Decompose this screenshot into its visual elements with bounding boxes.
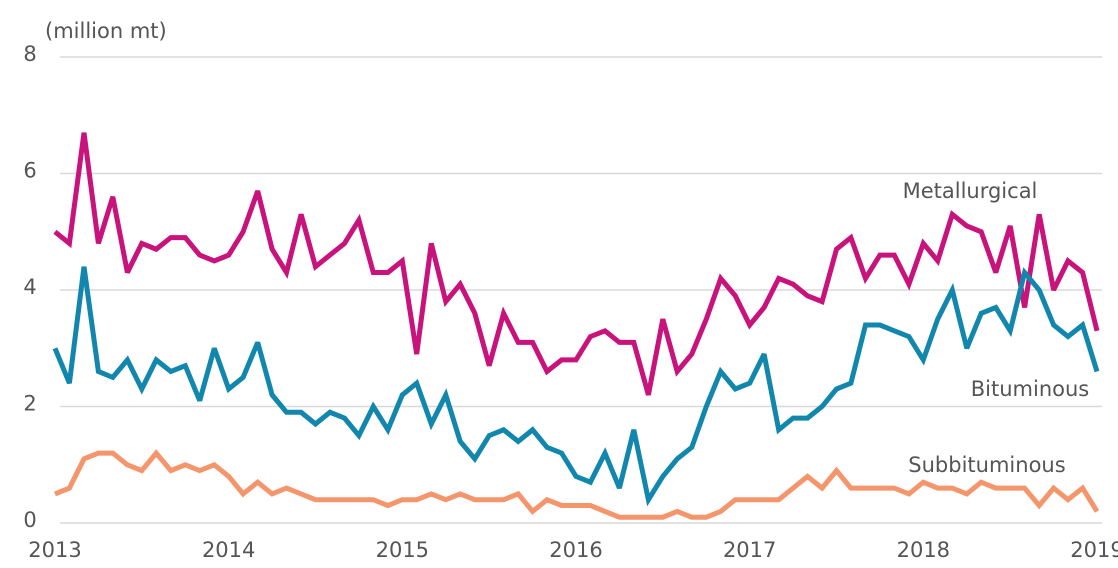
y-tick-label: 0 (23, 508, 36, 532)
x-tick-label: 2013 (28, 538, 81, 562)
x-tick-label: 2017 (723, 538, 776, 562)
x-tick-label: 2015 (376, 538, 429, 562)
y-tick-label: 8 (23, 42, 36, 66)
x-tick-label: 2016 (549, 538, 602, 562)
series-line (52, 266, 1100, 507)
x-tick-label: 2018 (897, 538, 950, 562)
y-tick-label: 4 (23, 275, 36, 299)
series-line (53, 132, 1100, 396)
y-axis-label: (million mt) (45, 19, 167, 43)
series-line (54, 449, 1100, 520)
x-tick-label: 2014 (202, 538, 255, 562)
series-label: Subbituminous (908, 453, 1065, 477)
y-tick-label: 6 (23, 159, 36, 183)
series-label: Metallurgical (903, 179, 1038, 203)
series-label: Bituminous (971, 377, 1089, 401)
y-tick-label: 2 (23, 392, 36, 416)
x-tick-label: 2019 (1070, 538, 1118, 562)
